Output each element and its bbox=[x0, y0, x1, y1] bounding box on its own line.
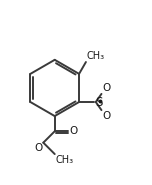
Text: O: O bbox=[69, 126, 77, 136]
Text: O: O bbox=[35, 143, 43, 153]
Text: CH₃: CH₃ bbox=[55, 155, 74, 165]
Text: CH₃: CH₃ bbox=[87, 51, 105, 61]
Text: S: S bbox=[95, 96, 102, 109]
Text: O: O bbox=[102, 83, 110, 93]
Text: O: O bbox=[102, 111, 110, 121]
